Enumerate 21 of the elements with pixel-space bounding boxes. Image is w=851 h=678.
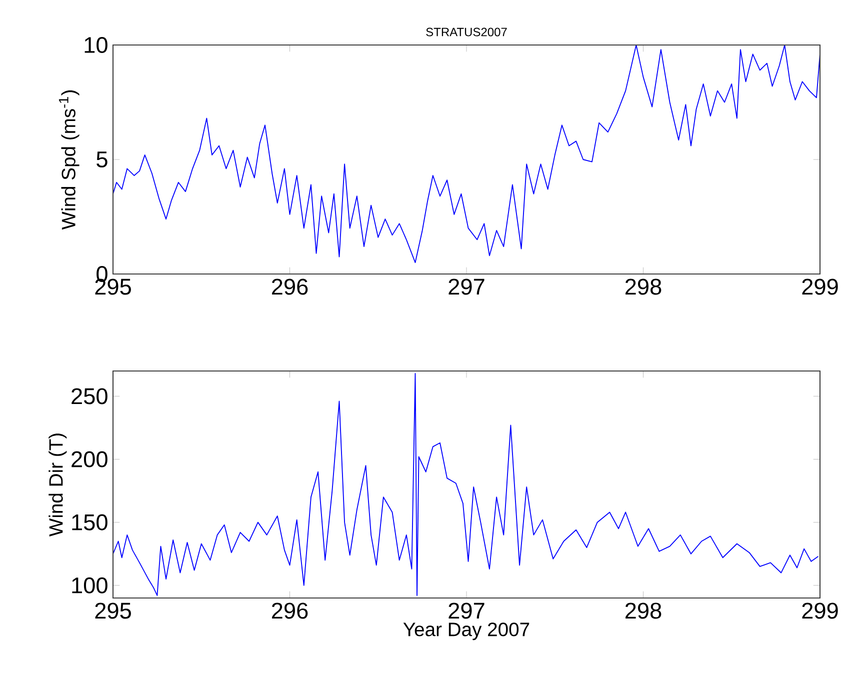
x-tick-label: 296	[272, 278, 308, 295]
y-tick-label: 100	[72, 577, 108, 594]
y-tick-label: 5	[96, 152, 108, 168]
line-series	[113, 45, 820, 264]
x-axis-title: Year Day 2007	[403, 622, 530, 640]
x-tick-label: 298	[625, 602, 662, 619]
x-tick-label: 299	[802, 602, 838, 619]
x-tick-label: 297	[448, 602, 484, 619]
y-tick-label: 250	[72, 388, 108, 404]
line-series	[113, 373, 819, 596]
x-tick-label: 296	[272, 602, 308, 619]
y-tick-label: 10	[84, 36, 108, 54]
y-axis-title: Wind Spd (ms$^{-1}$)	[58, 90, 80, 230]
chart-title: STRATUS2007	[426, 28, 507, 36]
x-tick-label: 298	[625, 278, 662, 295]
y-tick-label: 150	[72, 514, 108, 530]
x-tick-label: 295	[95, 602, 131, 619]
x-tick-label: 297	[448, 278, 484, 295]
x-tick-label: 299	[802, 278, 838, 295]
y-tick-label: 200	[72, 451, 108, 468]
y-axis-title: Wind Dir (T)	[48, 434, 67, 536]
